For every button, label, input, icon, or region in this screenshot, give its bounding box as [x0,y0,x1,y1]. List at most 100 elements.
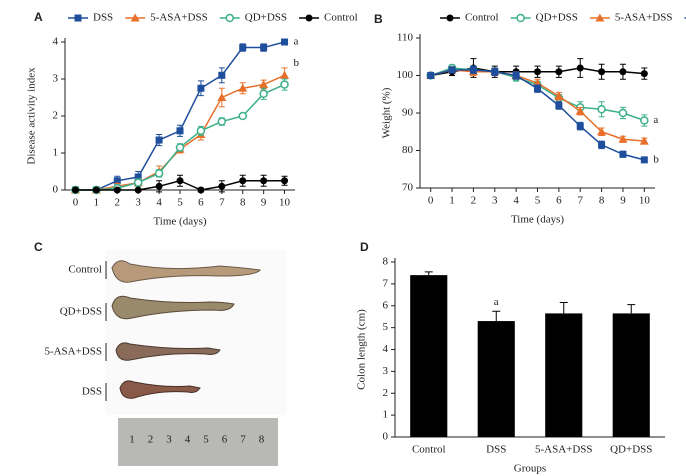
marker [133,178,143,187]
y-tick-label: 1 [53,147,59,159]
x-tick-label: 6 [556,195,562,207]
y-tick-label: 90 [402,107,414,119]
marker [239,177,247,185]
marker [238,83,248,92]
colon [111,260,261,283]
marker [217,117,227,126]
y-tick-label: 5 [383,321,389,333]
y-tick-label: 2 [53,110,59,122]
legend-entry: QD+DSS [510,12,578,24]
y-tick-label: 1 [383,409,389,421]
chart: 0 1 2 3 4 5 6 7 8 Colon length (cm) Groups D Control… [356,240,665,475]
bar [410,275,448,437]
y-tick-label: 3 [383,365,389,377]
y-tick-label: 100 [397,69,414,81]
series: a [71,36,299,194]
x-tick-label: QD+DSS [610,444,652,456]
legend-label: Control [324,12,358,24]
x-tick-label: 4 [513,195,519,207]
marker [491,68,499,76]
marker [281,177,289,185]
bar [612,313,650,437]
marker [575,106,585,115]
marker [155,182,163,190]
marker [113,177,121,185]
marker [597,127,607,136]
marker [640,70,648,78]
ruler-label: 4 [185,434,191,446]
marker [259,80,269,89]
annotation: a [494,296,499,308]
marker [259,89,268,99]
marker [196,126,206,136]
chart: 0 1 2 3 4 Disease activity index Time (days) A 0… [26,10,358,227]
marker [618,108,628,118]
specimen-label: Control [68,264,102,276]
marker [280,70,290,79]
marker [618,134,628,143]
legend-marker [305,14,313,22]
ruler-label: 1 [129,434,135,446]
specimen-label: 5-ASA+DSS [44,346,102,358]
series [71,174,289,194]
marker [619,68,627,76]
marker [217,93,227,101]
x-axis-label: Groups [514,463,546,475]
marker [176,127,184,135]
legend-marker [225,13,234,23]
y-tick-label: 80 [402,144,414,156]
y-tick-label: 0 [383,431,389,443]
y-tick-label: 2 [383,387,389,399]
marker [175,143,185,152]
y-tick-label: 110 [397,32,414,44]
panel-label: D [360,240,369,254]
y-tick-label: 7 [383,277,389,289]
x-tick-label: 8 [240,197,246,209]
y-tick-label: 3 [53,73,59,85]
marker [154,169,164,178]
marker [597,105,606,114]
x-tick-label: 0 [73,197,79,209]
error-bar [424,271,433,276]
marker [555,68,563,76]
marker [176,177,184,185]
y-tick-label: 0 [53,184,59,196]
marker [218,71,226,79]
legend-marker [595,13,605,22]
marker [534,68,541,76]
x-tick-label: 5 [535,195,541,207]
legend-entry: 5-ASA+DSS [125,12,208,24]
y-axis-label: Colon length (cm) [356,309,368,390]
x-tick-label: 7 [219,197,225,209]
legend-entry: QD+DSS [219,12,287,24]
specimen-label: DSS [82,386,102,398]
bar [477,321,515,437]
annotation: b [653,153,659,165]
y-tick-label: 4 [53,36,59,48]
marker [534,85,541,93]
x-tick-label: 10 [279,197,291,209]
legend-entry: DSS [68,12,113,24]
legend-label: 5-ASA+DSS [615,12,673,24]
marker [555,102,563,109]
specimen-label: QD+DSS [60,306,102,318]
y-tick-label: 6 [383,299,389,311]
marker [619,150,627,158]
marker [260,177,268,185]
marker [218,182,226,190]
x-tick-label: 9 [620,195,626,207]
y-axis-label: Weight (%) [381,87,393,138]
legend-marker [446,14,454,22]
x-tick-label: DSS [486,444,506,456]
legend-marker [130,13,140,22]
marker [598,68,606,76]
x-axis-label: Time (days) [511,214,564,226]
line [75,83,285,191]
ruler-label: 2 [148,434,154,446]
ruler-label: 8 [259,434,265,446]
legend-entry: Control [440,12,499,24]
y-tick-label: 8 [383,256,389,268]
photo-panel: C [34,240,286,466]
marker [448,66,456,74]
